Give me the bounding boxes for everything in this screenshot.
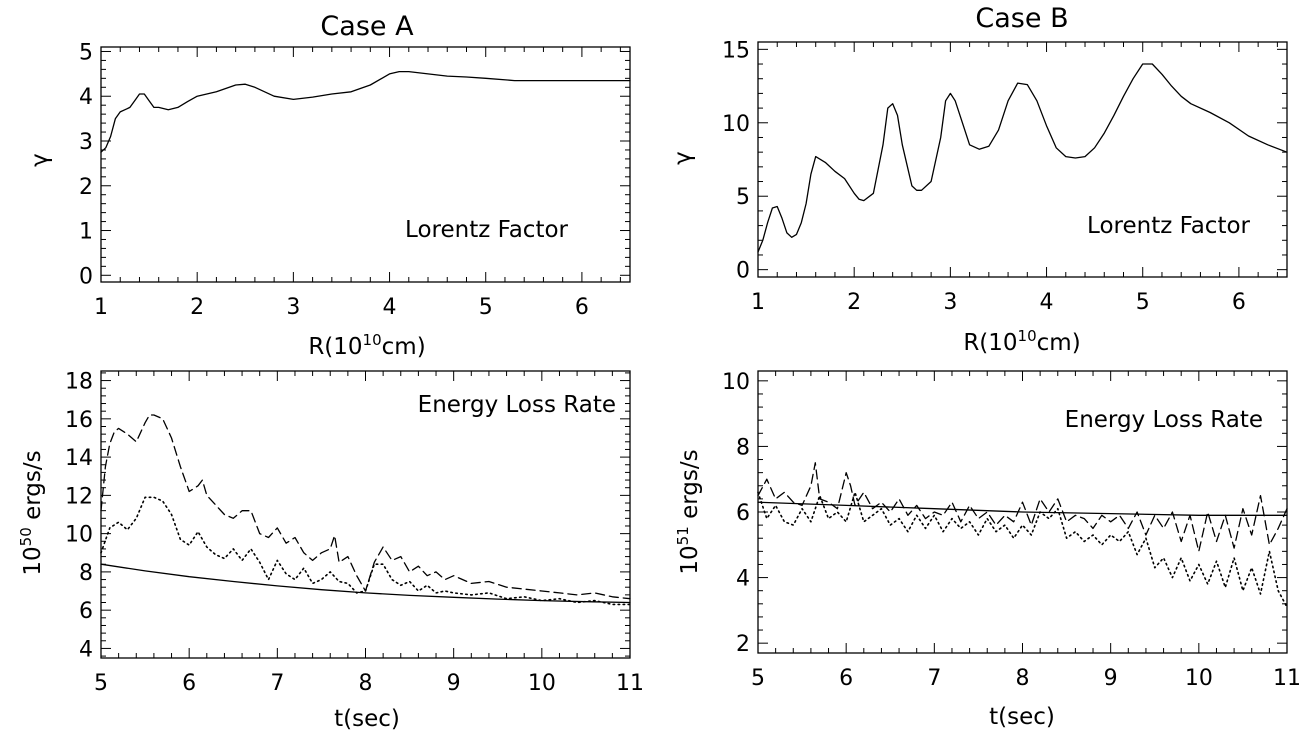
axis-ticks: 1 2 3 4 5 6 0 5 10 15 — [722, 38, 1287, 315]
y-axis-label: 1051 ergs/s — [674, 449, 703, 574]
y-axis-label-unit: ergs/s — [20, 450, 46, 527]
x-tick-label: 10 — [528, 671, 556, 696]
x-tick-label: 6 — [839, 666, 853, 691]
x-tick-label: 10 — [1185, 666, 1213, 691]
x-axis-label: R(1010cm) — [963, 327, 1080, 356]
y-tick-label: 15 — [722, 38, 750, 63]
x-axis-label-sup: 10 — [363, 331, 382, 349]
series-line-solid — [101, 72, 630, 153]
y-axis-label: γ — [27, 153, 53, 167]
y-tick-label: 2 — [736, 632, 750, 657]
x-tick-label: 5 — [479, 295, 493, 320]
x-tick-label: 3 — [943, 290, 957, 315]
x-tick-label: 4 — [383, 295, 397, 320]
x-tick-label: 7 — [270, 671, 284, 696]
x-tick-label: 5 — [94, 671, 108, 696]
y-tick-label: 12 — [65, 484, 93, 509]
x-tick-label: 1 — [94, 295, 108, 320]
y-tick-label: 5 — [736, 185, 750, 210]
y-tick-label: 0 — [736, 259, 750, 284]
series-line-solid — [101, 564, 630, 602]
panel-title: Case B — [975, 3, 1068, 34]
y-axis-label-unit: ergs/s — [677, 449, 703, 526]
axis-ticks: 5 6 7 8 9 10 11 4 6 8 10 12 14 16 18 — [65, 370, 644, 696]
y-tick-label: 0 — [79, 264, 93, 289]
plot-frame — [101, 47, 630, 282]
x-tick-label: 4 — [1040, 290, 1054, 315]
y-tick-label: 18 — [65, 370, 93, 395]
y-tick-label: 8 — [79, 561, 93, 586]
series-layer — [101, 415, 630, 604]
series-line-dashed — [758, 463, 1287, 552]
plot-frame — [758, 42, 1287, 277]
series-line-dashed — [101, 415, 630, 599]
y-tick-label: 5 — [79, 40, 93, 65]
x-axis-label-sup: 10 — [1018, 327, 1037, 345]
x-axis-label-base: R(10 — [963, 330, 1017, 356]
x-tick-label: 6 — [1232, 290, 1246, 315]
x-axis-label: t(sec) — [334, 706, 400, 732]
y-tick-label: 1 — [79, 220, 93, 245]
series-layer — [758, 463, 1287, 607]
series-line-dotted — [101, 497, 630, 604]
series-layer — [101, 72, 630, 153]
y-tick-label: 2 — [79, 175, 93, 200]
x-tick-label: 1 — [751, 290, 765, 315]
y-tick-label: 16 — [65, 408, 93, 433]
x-axis-label-unit: cm) — [1037, 330, 1081, 356]
x-axis-label: t(sec) — [989, 704, 1055, 730]
y-tick-label: 6 — [736, 501, 750, 526]
x-tick-label: 5 — [751, 666, 765, 691]
x-tick-label: 6 — [575, 295, 589, 320]
x-tick-label: 8 — [1016, 666, 1030, 691]
y-tick-label: 10 — [722, 370, 750, 395]
x-tick-label: 9 — [1104, 666, 1118, 691]
panel-case-b-lorentz: Case B 1 2 3 4 5 6 0 5 10 15 Lorentz Factor γ R(1… — [670, 3, 1287, 356]
x-tick-label: 11 — [1273, 666, 1301, 691]
chart-annotation: Energy Loss Rate — [1065, 407, 1263, 433]
y-axis-label: 1050 ergs/s — [17, 450, 46, 575]
x-tick-label: 9 — [447, 671, 461, 696]
chart-annotation: Lorentz Factor — [405, 217, 569, 243]
y-tick-label: 6 — [79, 599, 93, 624]
y-axis-label-sup: 51 — [674, 526, 692, 545]
y-axis-label-base: 10 — [20, 546, 46, 575]
y-tick-label: 10 — [722, 112, 750, 137]
chart-annotation: Lorentz Factor — [1087, 213, 1251, 239]
x-tick-label: 11 — [616, 671, 644, 696]
x-axis-label: R(1010cm) — [308, 331, 425, 360]
panel-title: Case A — [320, 11, 414, 42]
y-axis-label: γ — [670, 151, 696, 165]
y-tick-label: 14 — [65, 446, 93, 471]
y-axis-label-sup: 50 — [17, 527, 35, 546]
chart-annotation: Energy Loss Rate — [418, 392, 616, 418]
x-tick-label: 8 — [359, 671, 373, 696]
y-tick-label: 10 — [65, 523, 93, 548]
x-tick-label: 3 — [286, 295, 300, 320]
series-line-dotted — [758, 492, 1287, 607]
x-axis-label-base: R(10 — [308, 334, 362, 360]
x-axis-label-unit: cm) — [382, 334, 426, 360]
x-tick-label: 2 — [190, 295, 204, 320]
y-axis-label-base: 10 — [677, 545, 703, 574]
y-tick-label: 3 — [79, 130, 93, 155]
x-tick-label: 2 — [847, 290, 861, 315]
y-tick-label: 4 — [79, 85, 93, 110]
x-tick-label: 5 — [1136, 290, 1150, 315]
y-tick-label: 4 — [736, 567, 750, 592]
y-tick-label: 8 — [736, 435, 750, 460]
x-tick-label: 6 — [182, 671, 196, 696]
x-tick-label: 7 — [927, 666, 941, 691]
y-tick-label: 4 — [79, 637, 93, 662]
